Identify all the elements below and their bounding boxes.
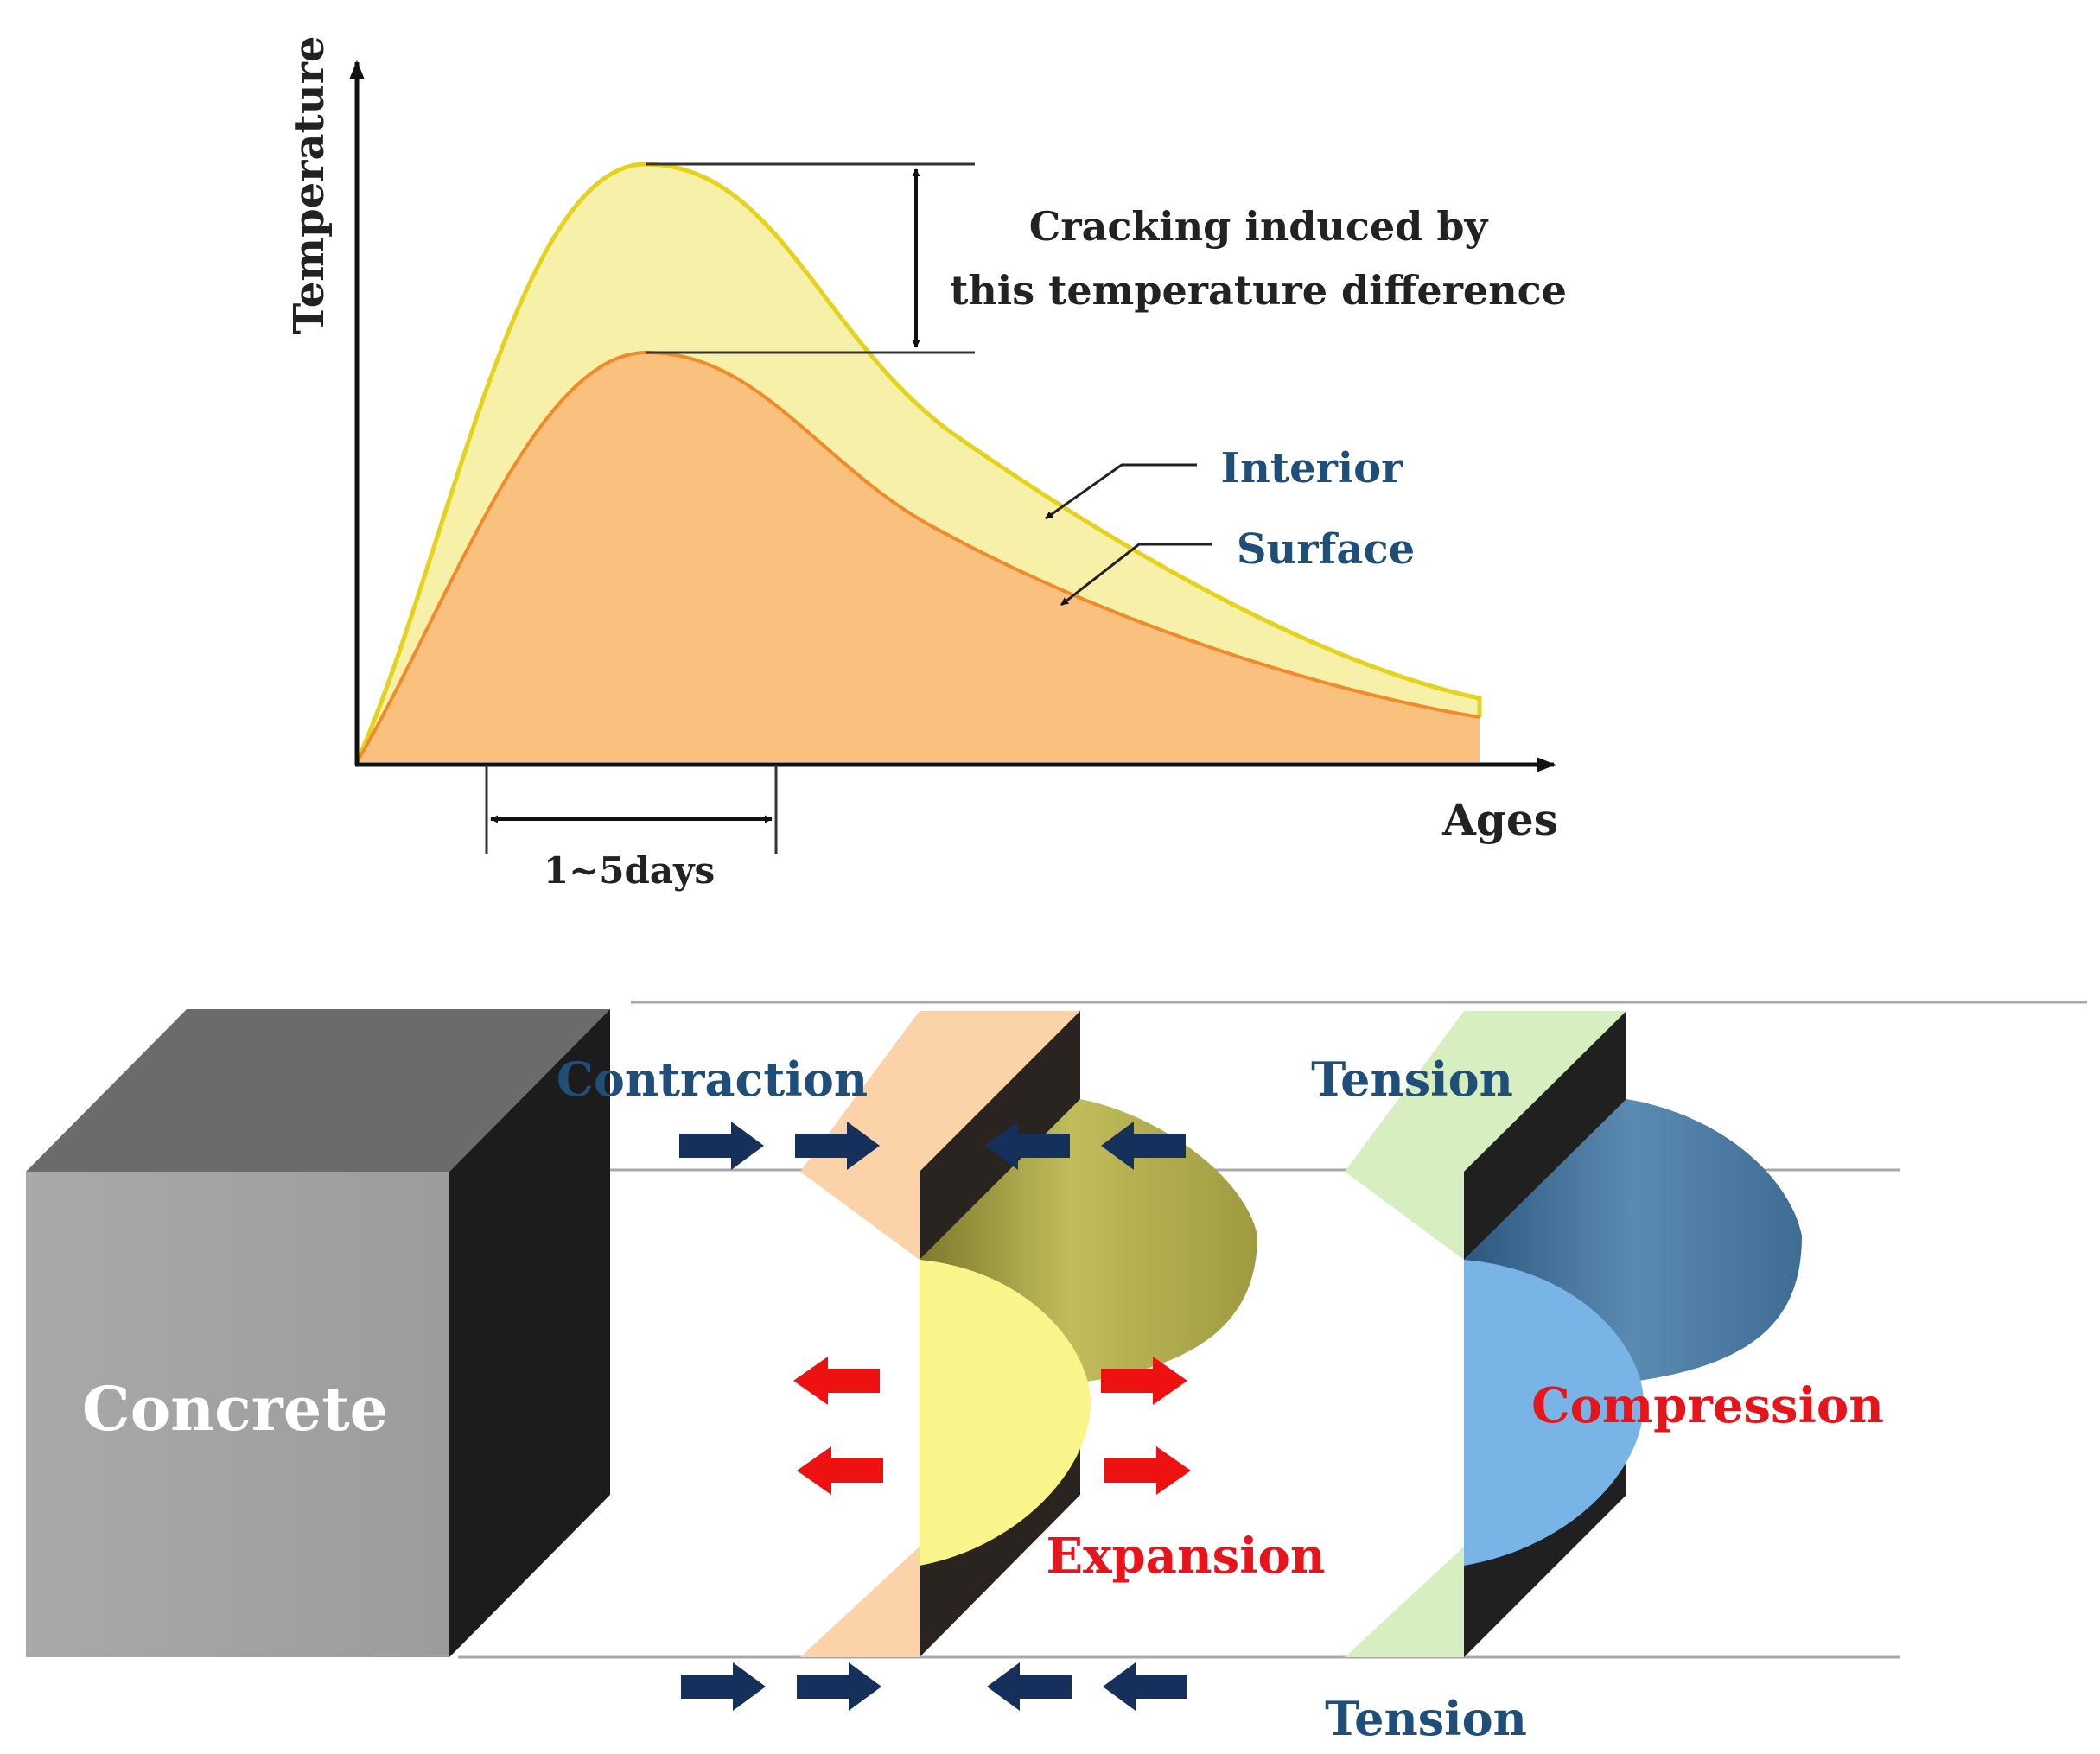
yellow-profile-face bbox=[920, 1260, 1091, 1566]
temperature-chart: Temperature Ages 1~5days Cracking induce… bbox=[285, 36, 1567, 892]
contraction-arrow-1 bbox=[679, 1122, 764, 1170]
tension-top-label: Tension bbox=[1311, 1052, 1513, 1107]
contraction-arrow-4 bbox=[1101, 1122, 1186, 1170]
annotation-line1: Cracking induced by bbox=[1029, 203, 1489, 250]
contraction-label: Contraction bbox=[557, 1052, 868, 1107]
contraction-arrow-2 bbox=[795, 1122, 880, 1170]
blue-slab-side bbox=[1464, 1011, 1626, 1260]
compression-label: Compression bbox=[1531, 1377, 1884, 1434]
surface-curve-fill bbox=[357, 353, 1480, 762]
interior-pointer bbox=[1045, 463, 1197, 520]
stress-diagram: Concrete bbox=[26, 1001, 2087, 1746]
y-axis-label: Temperature bbox=[285, 36, 334, 334]
contraction-arrow-5 bbox=[681, 1662, 766, 1711]
block-front-face bbox=[26, 1172, 449, 1657]
green-wedge-bottom bbox=[1345, 1547, 1464, 1657]
x-axis-label: Ages bbox=[1441, 794, 1558, 845]
stress-profile bbox=[1345, 1011, 1802, 1657]
contraction-arrow-7 bbox=[987, 1662, 1072, 1711]
peach-wedge-top bbox=[800, 1011, 1080, 1260]
surface-curve bbox=[355, 350, 1480, 764]
peach-wedge-bottom bbox=[800, 1547, 920, 1657]
expansion-arrow-1 bbox=[793, 1357, 880, 1405]
contraction-arrow-6 bbox=[797, 1662, 881, 1711]
concrete-label: Concrete bbox=[82, 1373, 388, 1445]
concrete-block bbox=[26, 1009, 610, 1657]
blue-profile-face bbox=[1464, 1260, 1644, 1566]
green-wedge-top bbox=[1345, 1011, 1626, 1260]
expansion-arrow-4 bbox=[1104, 1446, 1191, 1495]
expansion-arrow-3 bbox=[1101, 1357, 1187, 1405]
block-side-face bbox=[449, 1009, 610, 1657]
expansion-arrow-2 bbox=[797, 1446, 883, 1495]
legend-surface: Surface bbox=[1237, 525, 1415, 574]
legend-interior: Interior bbox=[1221, 444, 1404, 493]
interior-curve bbox=[354, 162, 1482, 764]
contraction-arrow-8 bbox=[1103, 1662, 1187, 1711]
surface-pointer bbox=[1060, 543, 1212, 607]
contraction-arrow-3 bbox=[985, 1122, 1070, 1170]
annotation-line2: this temperature difference bbox=[950, 267, 1567, 314]
block-top-face bbox=[26, 1009, 610, 1172]
span-label: 1~5days bbox=[544, 849, 715, 892]
expansion-label: Expansion bbox=[1046, 1528, 1325, 1585]
tension-bottom-label: Tension bbox=[1325, 1691, 1527, 1746]
